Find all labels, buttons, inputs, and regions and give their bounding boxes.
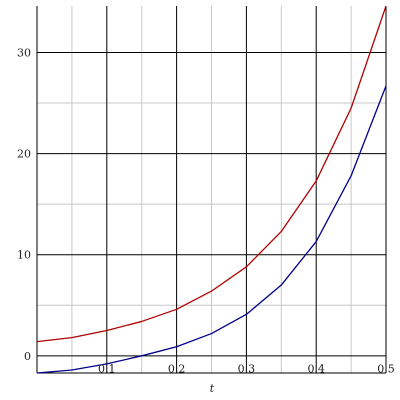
y-tick-label: 30 — [17, 47, 31, 60]
x-tick-label: 0.4 — [307, 363, 325, 376]
tick-labels: 0.1 0.2 0.3 0.4 0.5 0 10 20 30 — [17, 47, 395, 376]
x-tick-label: 0.3 — [238, 363, 256, 376]
minor-grid — [37, 6, 386, 373]
x-axis-label: t — [210, 382, 215, 395]
x-tick-label: 0.1 — [98, 363, 116, 376]
y-tick-label: 10 — [17, 249, 31, 262]
series-line-blue — [36, 85, 387, 374]
x-tick-label: 0.2 — [168, 363, 186, 376]
x-tick-label: 0.5 — [377, 363, 395, 376]
major-grid — [37, 6, 387, 373]
series-layer — [36, 5, 387, 374]
y-tick-label: 20 — [17, 148, 31, 161]
y-tick-label: 0 — [24, 350, 31, 363]
axes — [36, 6, 386, 374]
series-line-red — [36, 5, 387, 343]
